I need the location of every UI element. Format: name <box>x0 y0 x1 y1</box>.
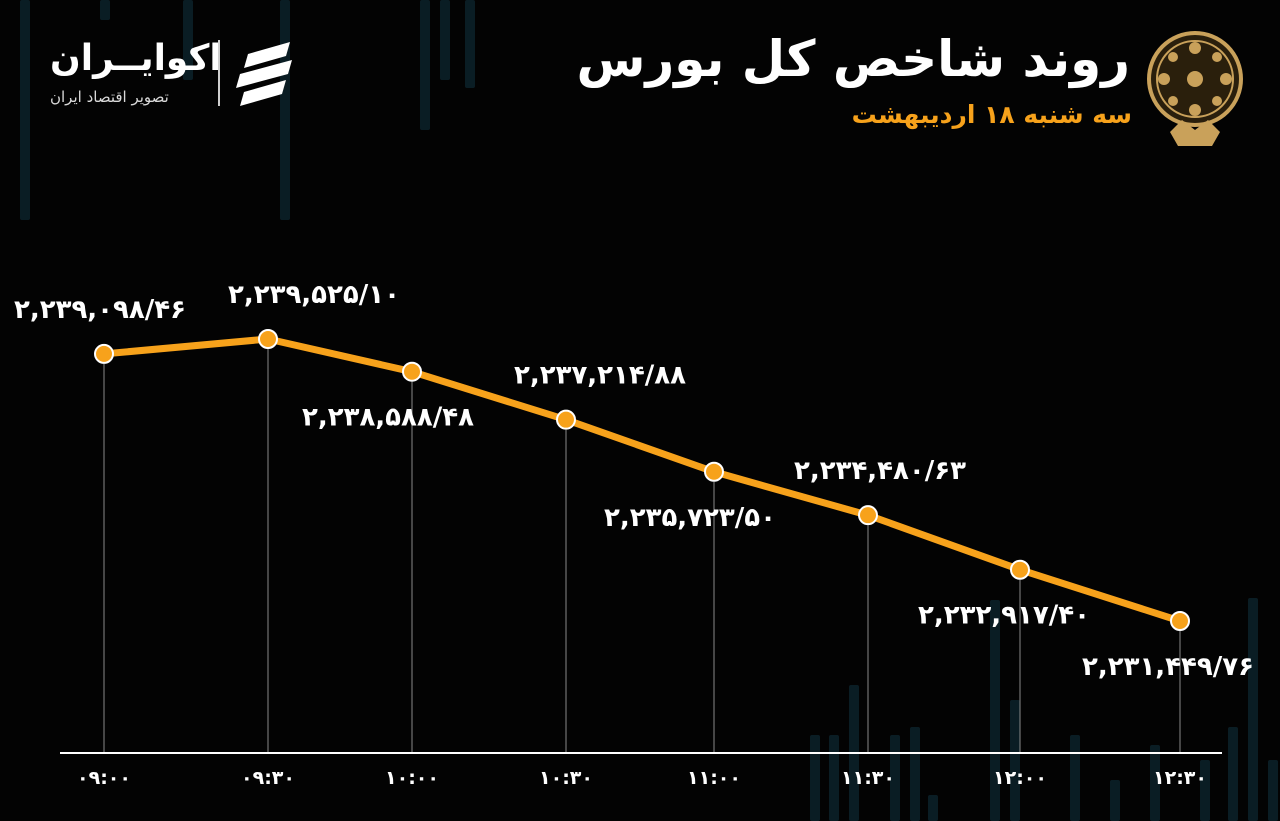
data-point <box>402 361 422 382</box>
backdrop-bar <box>928 795 938 821</box>
x-tick-label: ۱۱:۳۰ <box>841 767 895 789</box>
chart-title: روند شاخص کل بورس <box>576 30 1130 88</box>
backdrop-bar <box>1228 727 1238 821</box>
series-line <box>100 335 1184 625</box>
data-label: ۲,۲۳۲,۹۱۷/۴۰ <box>918 601 1090 631</box>
backdrop-bar <box>910 727 920 821</box>
x-tick-label: ۱۰:۰۰ <box>385 767 439 789</box>
backdrop-bar <box>1248 598 1258 821</box>
data-point <box>858 505 878 526</box>
x-tick-label: ۱۲:۰۰ <box>993 767 1047 789</box>
data-point <box>704 461 724 482</box>
tehran-stock-exchange-emblem-icon <box>1147 31 1243 146</box>
backdrop-bar <box>1110 780 1120 821</box>
data-point <box>94 343 114 364</box>
brand-separator <box>218 40 220 106</box>
backdrop-bar <box>1070 735 1080 821</box>
data-label: ۲,۲۳۱,۴۴۹/۷۶ <box>1082 652 1254 682</box>
backdrop-bar <box>1268 760 1278 821</box>
ekoiran-logo-icon <box>236 42 292 106</box>
backdrop-bar <box>1150 745 1160 821</box>
data-label: ۲,۲۳۸,۵۸۸/۴۸ <box>302 403 474 433</box>
brand-tagline: تصویر اقتصاد ایران <box>50 88 169 106</box>
data-point <box>1170 611 1190 631</box>
backdrop-bar <box>810 735 820 821</box>
backdrop-bar <box>183 0 193 80</box>
backdrop-bar <box>420 0 430 130</box>
backdrop-bar <box>440 0 450 80</box>
chart-subtitle: سه شنبه ۱۸ اردیبهشت <box>851 100 1132 129</box>
backdrop-bar <box>990 600 1000 821</box>
data-point <box>1010 559 1030 580</box>
data-label: ۲,۲۳۹,۵۲۵/۱۰ <box>228 280 400 310</box>
backdrop-bar <box>1010 700 1020 821</box>
data-label: ۲,۲۳۴,۴۸۰/۶۳ <box>794 456 966 486</box>
brand-name: اکوایــران <box>50 38 222 79</box>
backdrop-bar <box>100 0 110 20</box>
x-tick-label: ۱۲:۳۰ <box>1153 767 1207 789</box>
data-label: ۲,۲۳۹,۰۹۸/۴۶ <box>14 295 186 325</box>
data-point <box>258 329 278 349</box>
backdrop-bar <box>465 0 475 88</box>
x-tick-label: ۰۹:۰۰ <box>77 767 131 789</box>
x-tick-label: ۱۰:۳۰ <box>539 767 593 789</box>
x-tick-label: ۱۱:۰۰ <box>687 767 741 789</box>
data-label: ۲,۲۳۷,۲۱۴/۸۸ <box>514 361 686 391</box>
backdrop-bar <box>20 0 30 220</box>
data-point <box>556 409 576 430</box>
data-label: ۲,۲۳۵,۷۲۳/۵۰ <box>604 503 776 533</box>
x-tick-label: ۰۹:۳۰ <box>241 767 295 789</box>
backdrop-bar <box>1200 760 1210 821</box>
backdrop-bar <box>829 735 839 821</box>
backdrop-bar <box>890 735 900 821</box>
